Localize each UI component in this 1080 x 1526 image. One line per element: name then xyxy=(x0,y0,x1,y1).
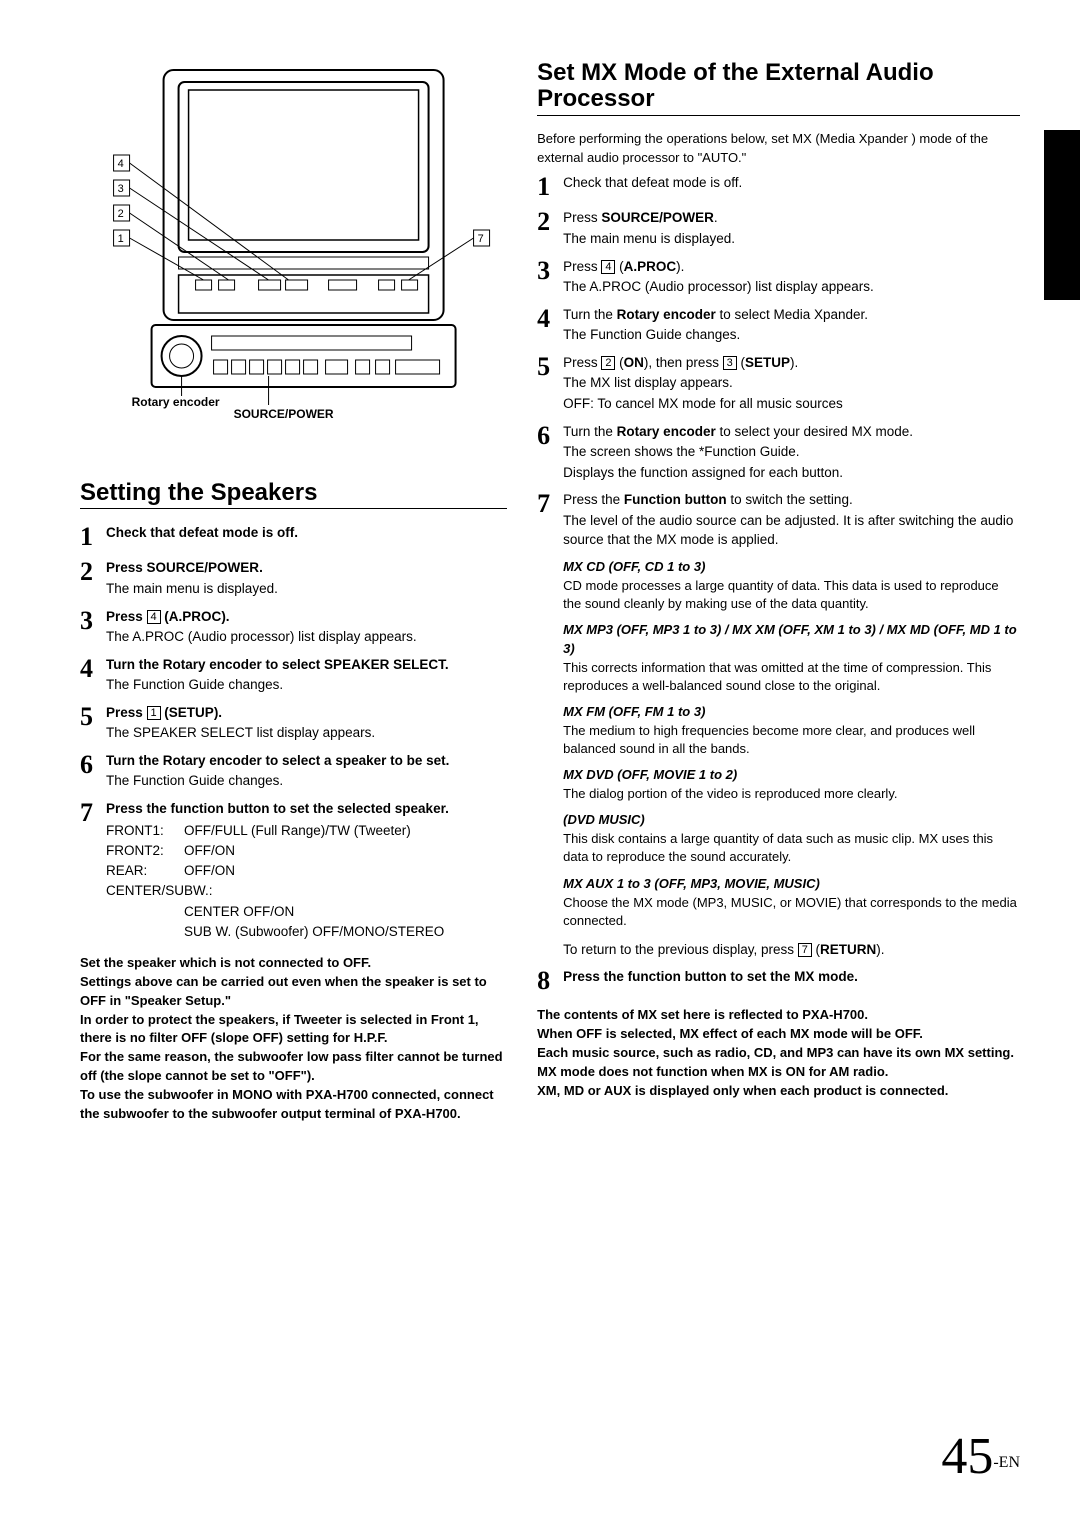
notes-right: The contents of MX set here is reflected… xyxy=(537,1006,1020,1100)
step: 1 Check that defeat mode is off. xyxy=(537,173,1020,200)
step: 7 Press the Function button to switch th… xyxy=(537,490,1020,959)
step: 3 Press 4 (A.PROC). The A.PROC (Audio pr… xyxy=(537,257,1020,297)
rotary-label: Rotary encoder xyxy=(132,395,220,409)
step: 7 Press the function button to set the s… xyxy=(80,799,507,942)
mx-mode: MX DVD (OFF, MOVIE 1 to 2)The dialog por… xyxy=(563,766,1020,803)
intro-text: Before performing the operations below, … xyxy=(537,130,1020,168)
page-number: 45-EN xyxy=(941,1427,1020,1486)
step: 4 Turn the Rotary encoder to select Medi… xyxy=(537,305,1020,345)
svg-text:2: 2 xyxy=(118,208,124,220)
notes-left: Set the speaker which is not connected t… xyxy=(80,954,507,1124)
source-label: SOURCE/POWER xyxy=(234,407,334,420)
return-instruction: To return to the previous display, press… xyxy=(563,940,1020,960)
page-tab xyxy=(1044,130,1080,300)
step: 2 Press SOURCE/POWER. The main menu is d… xyxy=(80,558,507,598)
svg-text:4: 4 xyxy=(118,158,124,170)
step: 4 Turn the Rotary encoder to select SPEA… xyxy=(80,655,507,695)
svg-text:1: 1 xyxy=(118,233,124,245)
step: 8 Press the function button to set the M… xyxy=(537,967,1020,994)
mx-mode: MX AUX 1 to 3 (OFF, MP3, MOVIE, MUSIC)Ch… xyxy=(563,875,1020,930)
step: 5 Press 1 (SETUP). The SPEAKER SELECT li… xyxy=(80,703,507,743)
section-title-mx: Set MX Mode of the External Audio Proces… xyxy=(537,60,1020,116)
mx-mode: (DVD MUSIC)This disk contains a large qu… xyxy=(563,811,1020,866)
svg-text:7: 7 xyxy=(478,233,484,245)
mx-mode: MX CD (OFF, CD 1 to 3)CD mode processes … xyxy=(563,558,1020,613)
step: 5 Press 2 (ON), then press 3 (SETUP). Th… xyxy=(537,353,1020,414)
mx-mode: MX FM (OFF, FM 1 to 3)The medium to high… xyxy=(563,703,1020,758)
svg-text:3: 3 xyxy=(118,183,124,195)
section-title-speakers: Setting the Speakers xyxy=(80,480,507,509)
step: 2 Press SOURCE/POWER. The main menu is d… xyxy=(537,208,1020,248)
step: 3 Press 4 (A.PROC). The A.PROC (Audio pr… xyxy=(80,607,507,647)
step: 1 Check that defeat mode is off. xyxy=(80,523,507,550)
device-diagram: 4 3 2 1 7 Rotary xyxy=(80,60,507,420)
step: 6 Turn the Rotary encoder to select your… xyxy=(537,422,1020,483)
step: 6 Turn the Rotary encoder to select a sp… xyxy=(80,751,507,791)
mx-mode: MX MP3 (OFF, MP3 1 to 3) / MX XM (OFF, X… xyxy=(563,621,1020,695)
